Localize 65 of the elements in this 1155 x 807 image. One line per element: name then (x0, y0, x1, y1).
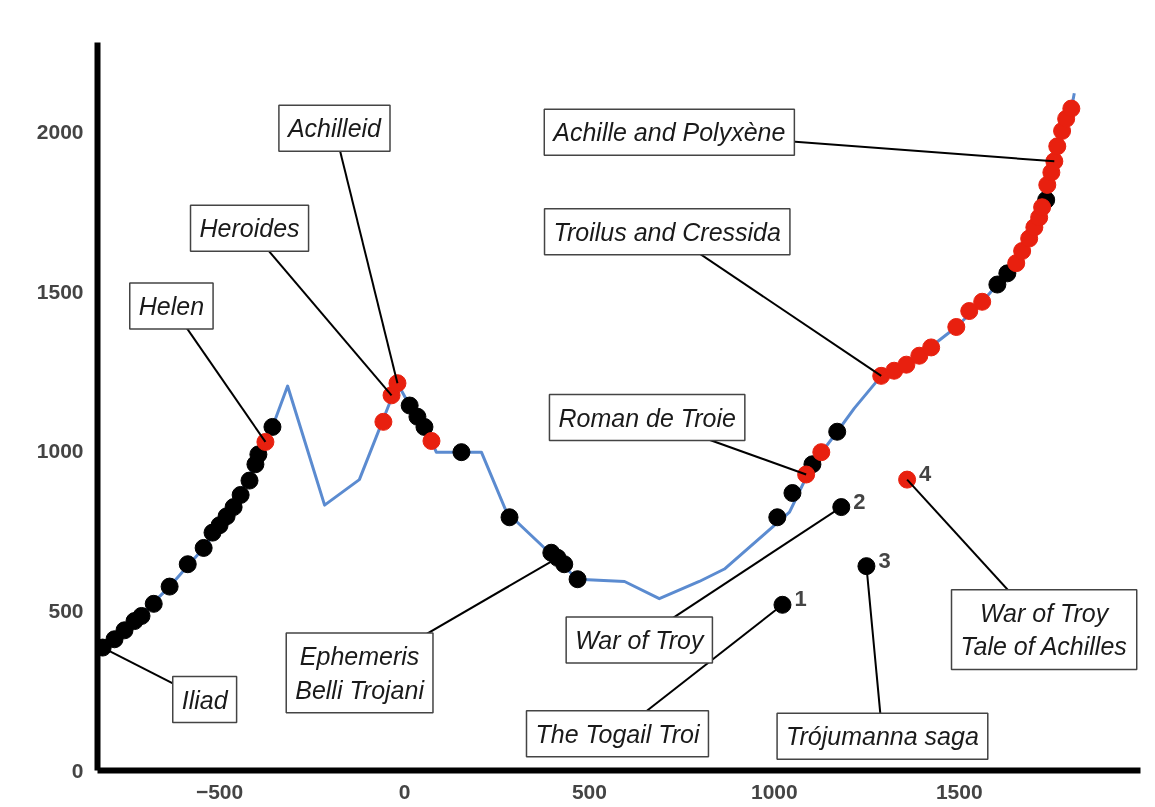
annotation: Roman de Troie (558, 403, 736, 432)
x-tick-label: 1000 (750, 779, 798, 803)
y-tick-label: 1500 (36, 279, 84, 303)
point (144, 594, 163, 613)
point (832, 498, 851, 517)
point (898, 470, 917, 489)
annotation: War of Troy (575, 626, 705, 655)
point (828, 422, 847, 441)
point (240, 471, 259, 490)
annotation: Troilus and Cressida (553, 217, 782, 246)
point (249, 445, 268, 464)
annotation: Trójumanna saga (786, 722, 979, 751)
annotation: War of Troy Tale of Achilles (960, 598, 1127, 661)
point (555, 555, 574, 574)
point (1062, 99, 1081, 118)
point (773, 595, 792, 614)
point (973, 292, 992, 311)
point (857, 557, 876, 576)
point (960, 302, 979, 321)
point (768, 508, 787, 527)
y-tick-label: 2000 (36, 119, 84, 143)
annotation: The Togail Troi (535, 719, 701, 748)
point (783, 484, 802, 503)
point (256, 432, 275, 451)
point (263, 417, 282, 436)
annotation: Iliad (181, 685, 229, 714)
annotation: Ephemeris Belli Trojani (295, 642, 426, 704)
point (1033, 198, 1052, 217)
point (422, 432, 441, 450)
point (160, 577, 179, 596)
annotation: Heroides (199, 214, 300, 243)
point (1013, 242, 1032, 260)
point (132, 606, 151, 625)
point (812, 443, 831, 462)
x-tick-label: 0 (398, 779, 411, 803)
point (910, 346, 929, 365)
annotation: Achille and Polyxène (551, 118, 786, 147)
y-tick-label: 0 (71, 758, 84, 782)
point (568, 570, 587, 589)
y-tick-label: 1000 (36, 439, 84, 463)
point (988, 275, 1007, 294)
x-tick-label: −500 (195, 779, 244, 803)
point (231, 485, 250, 504)
point (452, 443, 471, 462)
annotation: 1 (794, 586, 807, 612)
point (500, 508, 519, 527)
x-tick-label: 500 (571, 779, 607, 803)
point (415, 417, 434, 436)
annotation: 3 (878, 547, 891, 573)
annotation: Achilleid (285, 114, 383, 143)
point (194, 538, 213, 557)
point (178, 555, 197, 574)
annotation: 2 (853, 488, 866, 514)
point (897, 355, 916, 374)
x-tick-label: 1500 (935, 779, 983, 803)
annotation: 4 (919, 461, 933, 487)
y-tick-label: 500 (48, 598, 84, 622)
point (797, 465, 816, 484)
point (947, 318, 966, 336)
point (922, 338, 941, 357)
point (224, 498, 243, 517)
point (388, 374, 407, 393)
point (374, 412, 393, 431)
annotation: Helen (138, 291, 205, 320)
point (1048, 137, 1067, 156)
